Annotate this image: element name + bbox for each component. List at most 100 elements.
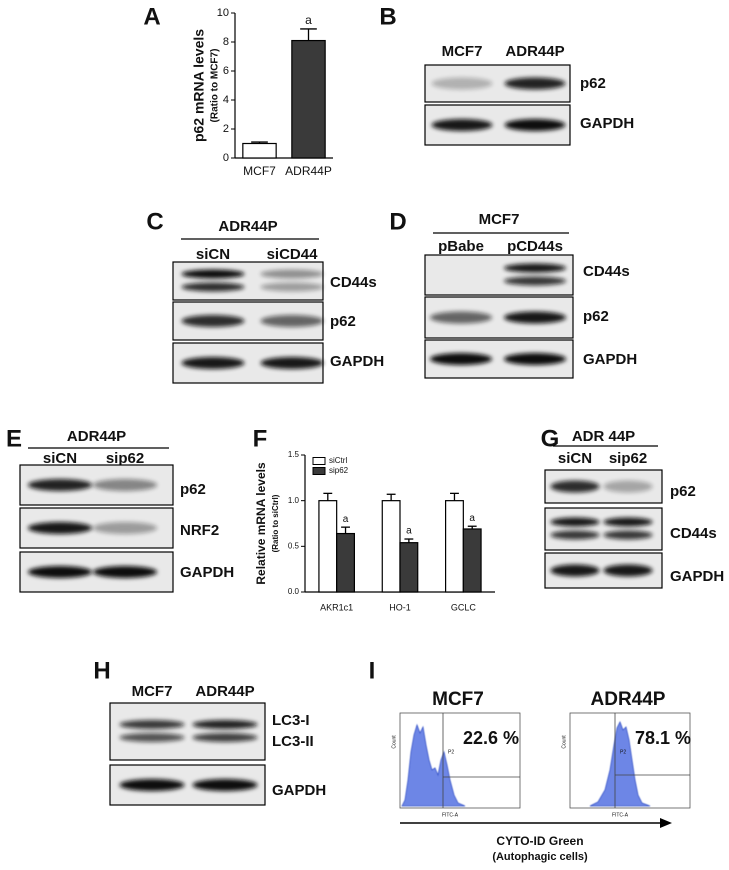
blot-band xyxy=(603,530,653,540)
significance-label: a xyxy=(305,13,312,27)
row-label: LC3-II xyxy=(272,733,314,750)
blot-band xyxy=(503,276,567,286)
row-label: CD44s xyxy=(583,263,630,280)
blot-band xyxy=(119,720,185,729)
blot-band xyxy=(181,282,245,292)
arrow-head xyxy=(660,818,672,828)
row-label: p62 xyxy=(670,483,696,500)
panel-label: C xyxy=(146,208,163,235)
bar xyxy=(318,500,338,593)
y-tick-label: 2 xyxy=(223,123,229,135)
lane-label: siCN xyxy=(558,450,592,467)
row-label: p62 xyxy=(583,308,609,325)
flow-title: MCF7 xyxy=(432,689,484,710)
blot-band xyxy=(603,517,653,527)
blot-band xyxy=(503,353,567,365)
blot-band xyxy=(504,77,566,90)
panel-label: F xyxy=(253,425,268,452)
histogram xyxy=(401,723,466,807)
lane-label: sip62 xyxy=(106,450,144,467)
blot-band xyxy=(429,353,493,365)
y-tick-label: 10 xyxy=(217,7,229,19)
bar xyxy=(291,39,326,159)
panel-label: A xyxy=(143,3,160,30)
row-label: GAPDH xyxy=(670,568,724,585)
gate-label: P2 xyxy=(448,749,454,755)
blot-band xyxy=(503,311,567,324)
blot-band xyxy=(260,282,324,292)
blot-band xyxy=(550,530,600,540)
blot-band xyxy=(119,733,185,742)
row-label: GAPDH xyxy=(272,782,326,799)
blot-box xyxy=(424,254,574,296)
percent: 22.6 % xyxy=(463,728,519,748)
lane-label: siCN xyxy=(196,246,230,263)
blot-band xyxy=(550,517,600,527)
lane-label: MCF7 xyxy=(442,43,483,60)
flow-xlabel: CYTO-ID Green xyxy=(496,834,583,848)
x-tick-label: HO-1 xyxy=(389,602,411,612)
row-label: LC3-I xyxy=(272,712,310,729)
blot-box xyxy=(109,702,266,761)
blot-band xyxy=(92,522,158,534)
blot-band xyxy=(550,564,600,577)
blot-band xyxy=(192,779,258,791)
y-axis-sublabel: (Ratio to siCtrl) xyxy=(271,494,280,552)
row-label: CD44s xyxy=(330,274,377,291)
flow-xsublabel: (Autophagic cells) xyxy=(492,851,588,863)
x-axis-label: FITC-A xyxy=(612,812,629,818)
lane-label: ADR44P xyxy=(505,43,564,60)
row-label: GAPDH xyxy=(583,351,637,368)
gate-label: P2 xyxy=(620,749,626,755)
bar xyxy=(399,542,419,593)
y-axis-sublabel: (Ratio to MCF7) xyxy=(210,49,221,123)
x-axis-label: FITC-A xyxy=(442,812,459,818)
legend-swatch xyxy=(312,457,326,465)
y-tick-label: 1.5 xyxy=(288,450,300,459)
lane-label: sip62 xyxy=(609,450,647,467)
y-tick-label: 6 xyxy=(223,65,229,77)
blot-group: ADR44P xyxy=(67,428,126,445)
y-tick-label: 8 xyxy=(223,36,229,48)
significance-label: a xyxy=(343,514,349,525)
histogram xyxy=(589,721,651,807)
blot-band xyxy=(192,720,258,729)
y-tick-label: 0.5 xyxy=(288,541,300,550)
blot-group: MCF7 xyxy=(479,211,520,228)
legend-swatch xyxy=(312,467,326,475)
x-tick-label: ADR44P xyxy=(285,164,332,178)
blot-band xyxy=(431,119,493,131)
blot-band xyxy=(181,269,245,279)
blot-band xyxy=(27,522,93,534)
blot-band xyxy=(27,479,93,491)
row-label: p62 xyxy=(180,481,206,498)
blot-box xyxy=(544,507,663,551)
x-tick-label: MCF7 xyxy=(243,164,276,178)
y-axis-label: Relative mRNA levels xyxy=(254,462,268,585)
blot-band xyxy=(92,479,158,491)
row-label: GAPDH xyxy=(330,353,384,370)
row-label: GAPDH xyxy=(580,115,634,132)
blot-band xyxy=(429,311,493,324)
panel-label: E xyxy=(6,425,22,452)
lane-label: siCN xyxy=(43,450,77,467)
lane-label: siCD44 xyxy=(267,246,319,263)
lane-label: pCD44s xyxy=(507,238,563,255)
blot-box xyxy=(172,261,324,301)
y-tick-label: 0 xyxy=(223,152,229,164)
lane-label: pBabe xyxy=(438,238,484,255)
row-label: GAPDH xyxy=(180,564,234,581)
row-label: CD44s xyxy=(670,525,717,542)
blot-band xyxy=(603,564,653,577)
y-axis-label: Count xyxy=(561,735,567,749)
bar xyxy=(445,500,464,593)
y-axis-label: p62 mRNA levels xyxy=(191,29,207,142)
blot-band xyxy=(181,357,245,369)
legend-label: sip62 xyxy=(329,466,349,475)
panel-label: B xyxy=(379,3,396,30)
flow-title: ADR44P xyxy=(591,689,666,710)
y-tick-label: 4 xyxy=(223,94,229,106)
blot-band xyxy=(260,315,324,327)
x-tick-label: AKR1c1 xyxy=(320,602,353,612)
